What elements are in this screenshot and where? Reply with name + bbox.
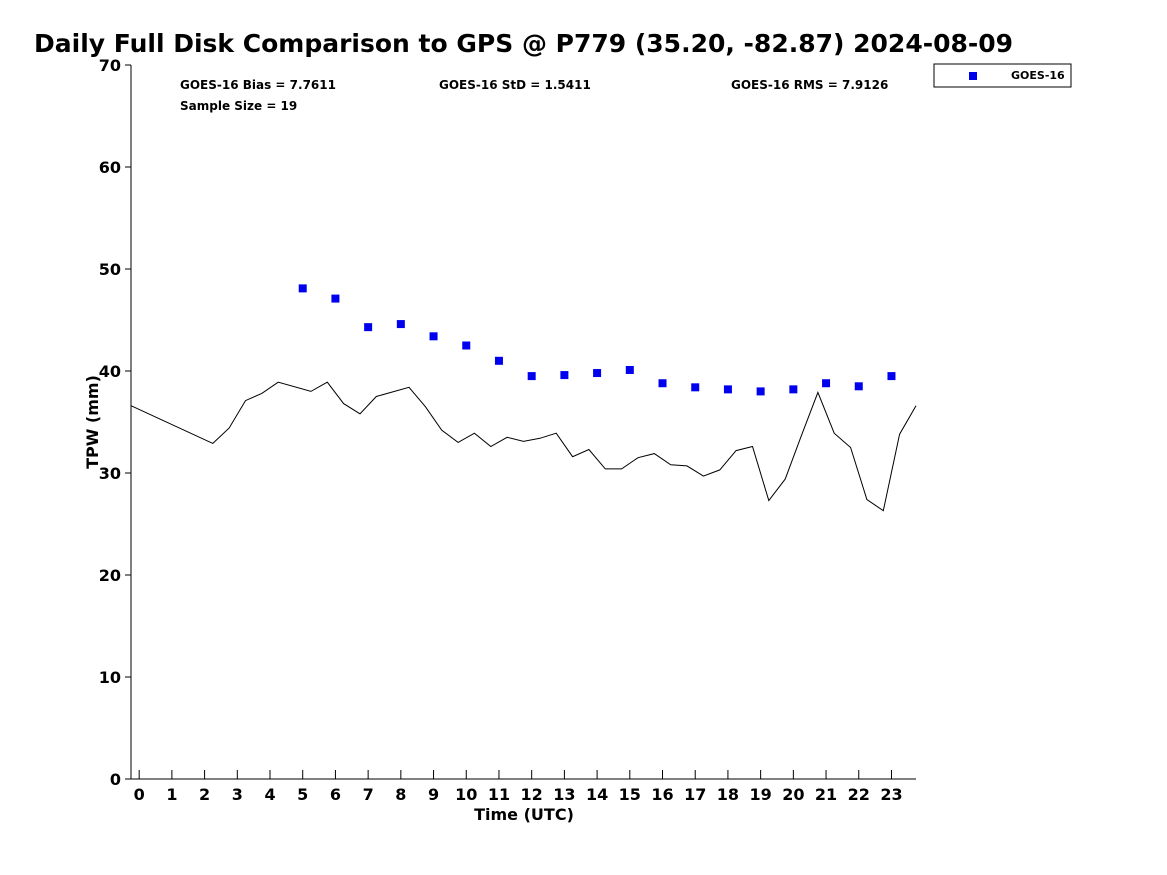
x-tick-label: 7 [363,785,374,804]
plot-area [131,65,916,779]
y-tick-label: 70 [99,56,121,75]
legend-box [933,63,1072,88]
goes16-series [298,284,896,396]
y-tick-label: 10 [99,668,121,687]
bias-stat: GOES-16 Bias = 7.7611 [180,78,336,92]
x-tick-label: 8 [395,785,406,804]
x-tick-label: 12 [521,785,543,804]
goes16-point [887,372,896,381]
goes16-point [331,294,340,303]
y-tick-label: 30 [99,464,121,483]
x-tick-label: 9 [428,785,439,804]
legend-square-marker [969,72,977,80]
goes16-point [462,341,471,350]
x-tick-label: 6 [330,785,341,804]
goes16-point [658,379,667,388]
goes16-point [298,284,307,293]
legend: GOES-16 [933,63,1072,88]
gps-tpw-line [130,381,917,512]
x-tick-label: 18 [717,785,739,804]
x-tick-label: 22 [848,785,870,804]
x-tick-label: 3 [232,785,243,804]
x-tick-label: 13 [553,785,575,804]
goes16-point [756,387,765,396]
goes16-point [494,356,503,365]
goes16-point [723,385,732,394]
x-tick-label: 21 [815,785,837,804]
goes16-point [625,365,634,374]
goes16-point [429,332,438,341]
x-tick-label: 2 [199,785,210,804]
x-tick-label: 11 [488,785,510,804]
goes16-point [789,385,798,394]
goes16-point [560,371,569,380]
goes16-point [527,372,536,381]
legend-label-goes16: GOES-16 [1011,69,1065,82]
x-tick-label: 10 [455,785,477,804]
y-tick-label: 50 [99,260,121,279]
gps-series [130,381,917,512]
goes16-point [593,369,602,378]
y-axis-label: TPW (mm) [83,375,102,469]
goes16-point [691,383,700,392]
x-axis-ticks: 0 1 2 3 4 5 6 7 8 9 10 11 12 13 14 15 16 17 18 19 20 21 22 23 [134,770,903,804]
sample-size-stat: Sample Size = 19 [180,99,297,113]
x-tick-label: 5 [297,785,308,804]
y-tick-label: 20 [99,566,121,585]
x-tick-label: 0 [134,785,145,804]
rms-stat: GOES-16 RMS = 7.9126 [731,78,888,92]
goes16-point [364,323,373,332]
x-tick-label: 20 [782,785,804,804]
x-tick-label: 15 [619,785,641,804]
x-tick-label: 16 [651,785,673,804]
x-tick-label: 23 [880,785,902,804]
y-tick-label: 0 [110,770,121,789]
y-tick-label: 40 [99,362,121,381]
x-tick-label: 19 [750,785,772,804]
y-axis-ticks: 0 10 20 30 40 50 60 70 [99,56,131,789]
std-stat: GOES-16 StD = 1.5411 [439,78,591,92]
goes16-point [396,320,405,329]
x-axis-label: Time (UTC) [474,805,574,824]
x-tick-label: 14 [586,785,608,804]
y-tick-label: 60 [99,158,121,177]
goes16-point [854,382,863,391]
goes16-point [822,379,831,388]
chart-title: Daily Full Disk Comparison to GPS @ P779… [34,29,1013,58]
x-tick-label: 4 [264,785,275,804]
x-tick-label: 1 [166,785,177,804]
x-tick-label: 17 [684,785,706,804]
